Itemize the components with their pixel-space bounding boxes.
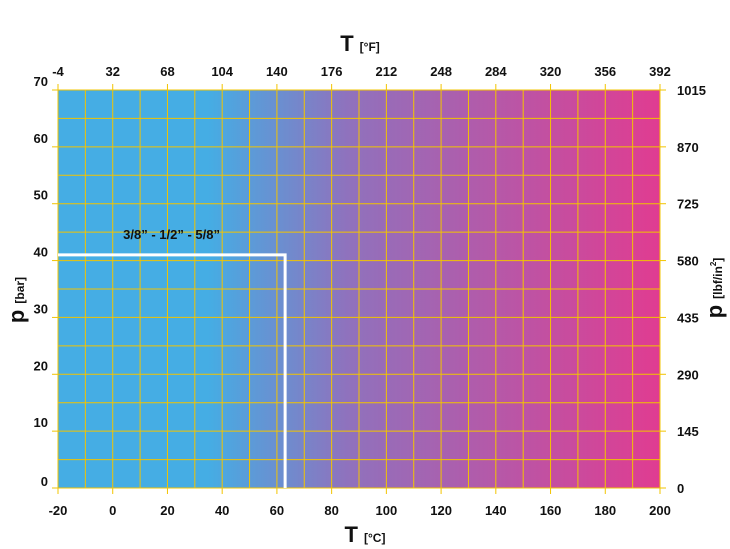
operating-region-outline <box>58 253 287 488</box>
x-tick-label-celsius: 160 <box>540 503 562 518</box>
x-axis-celsius-symbol: T <box>345 522 359 547</box>
x-axis-celsius-ticks: -20 0 20 40 60 80 100 120 140 160 180 200 <box>49 503 671 518</box>
x-axis-celsius-unit: [°C] <box>364 531 385 545</box>
x-tick-label-celsius: 200 <box>649 503 671 518</box>
y-axis-bar-title: p [bar] <box>4 277 29 323</box>
y-tick-label-psi: 870 <box>677 140 699 155</box>
x-tick-label-fahrenheit: -4 <box>52 64 64 79</box>
y-tick-label-bar: 50 <box>34 188 48 203</box>
y-tick-label-psi: 0 <box>677 481 684 496</box>
x-tick-label-fahrenheit: 32 <box>105 64 119 79</box>
x-tick-label-fahrenheit: 140 <box>266 64 288 79</box>
x-tick-label-celsius: 20 <box>160 503 174 518</box>
y-tick-label-bar: 40 <box>34 245 48 260</box>
y-axis-psi-title: p [lbf/in2] <box>702 258 727 319</box>
y-tick-label-psi: 725 <box>677 197 699 212</box>
y-tick-label-bar: 0 <box>41 474 48 489</box>
y-axis-psi-symbol: p <box>702 305 727 318</box>
y-tick-label-bar: 60 <box>34 131 48 146</box>
x-axis-fahrenheit-title: T [°F] <box>340 31 380 56</box>
y-axis-bar-ticks: 0 10 20 30 40 50 60 70 <box>34 74 48 489</box>
y-tick-label-bar: 10 <box>34 415 48 430</box>
grid-lines <box>52 84 666 494</box>
x-tick-label-fahrenheit: 212 <box>376 64 398 79</box>
y-tick-label-psi: 580 <box>677 254 699 269</box>
x-tick-label-celsius: 40 <box>215 503 229 518</box>
x-axis-celsius-title: T [°C] <box>345 522 386 547</box>
y-tick-label-bar: 20 <box>34 358 48 373</box>
x-axis-fahrenheit-symbol: T <box>340 31 354 56</box>
x-tick-label-celsius: 80 <box>324 503 338 518</box>
x-tick-label-celsius: 120 <box>430 503 452 518</box>
x-tick-label-celsius: 180 <box>594 503 616 518</box>
x-axis-fahrenheit-unit: [°F] <box>360 40 380 54</box>
x-tick-label-celsius: 100 <box>376 503 398 518</box>
x-tick-label-celsius: 60 <box>270 503 284 518</box>
y-axis-bar-unit: [bar] <box>13 277 27 304</box>
y-tick-label-bar: 70 <box>34 74 48 89</box>
y-tick-label-bar: 30 <box>34 301 48 316</box>
y-tick-label-psi: 290 <box>677 367 699 382</box>
x-axis-fahrenheit-ticks: -4 32 68 104 140 176 212 248 284 320 356 392 <box>52 64 671 79</box>
y-tick-label-psi: 435 <box>677 310 699 325</box>
y-axis-psi-unit-superscript: 2 <box>709 261 718 266</box>
y-axis-psi-unit: [lbf/in <box>711 266 725 299</box>
x-tick-label-fahrenheit: 284 <box>485 64 507 79</box>
x-tick-label-fahrenheit: 104 <box>211 64 233 79</box>
x-tick-label-fahrenheit: 356 <box>594 64 616 79</box>
y-tick-label-psi: 1015 <box>677 83 706 98</box>
x-tick-label-celsius: -20 <box>49 503 68 518</box>
y-tick-label-psi: 145 <box>677 424 699 439</box>
x-tick-label-celsius: 140 <box>485 503 507 518</box>
x-tick-label-fahrenheit: 176 <box>321 64 343 79</box>
x-tick-label-fahrenheit: 320 <box>540 64 562 79</box>
x-tick-label-fahrenheit: 68 <box>160 64 174 79</box>
y-axis-psi-unit-close: ] <box>711 258 725 262</box>
x-tick-label-fahrenheit: 248 <box>430 64 452 79</box>
y-axis-psi-ticks: 0 145 290 435 580 725 870 1015 <box>677 83 706 496</box>
x-tick-label-fahrenheit: 392 <box>649 64 671 79</box>
x-tick-label-celsius: 0 <box>109 503 116 518</box>
y-axis-bar-symbol: p <box>4 310 29 323</box>
operating-region-label: 3/8” - 1/2” - 5/8” <box>123 227 220 242</box>
